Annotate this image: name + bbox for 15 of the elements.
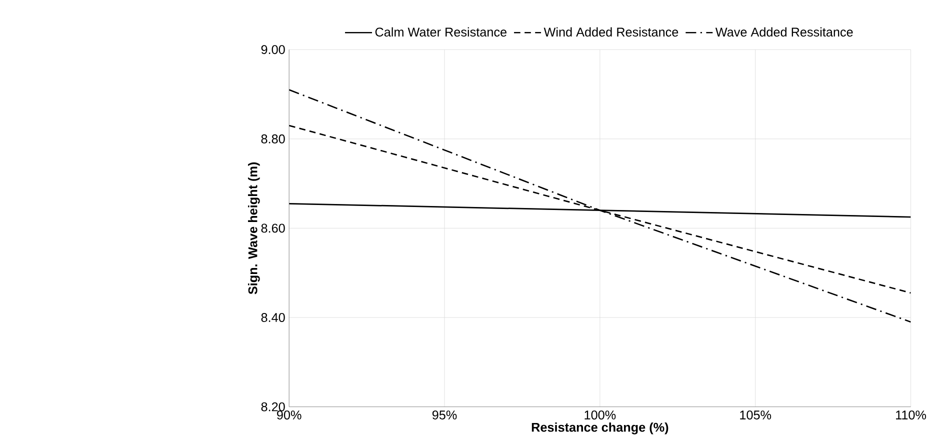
x-tick-label: 90% — [277, 410, 302, 420]
y-tick-label: 9.00 — [261, 45, 285, 54]
y-tick-label: 8.20 — [261, 402, 285, 412]
y-tick-label: 8.80 — [261, 134, 285, 144]
x-axis-title: Resistance change (%) — [532, 422, 668, 434]
x-tick-label: 95% — [432, 410, 457, 420]
legend-label: Wind Added Resistance — [544, 27, 678, 37]
legend-label: Wave Added Ressitance — [715, 27, 853, 37]
x-tick-label: 100% — [584, 410, 616, 420]
y-axis-title: Sign. Wave height (m) — [248, 162, 260, 294]
y-tick-label: 8.60 — [261, 224, 285, 233]
legend-label: Calm Water Resistance — [375, 27, 506, 37]
x-tick-label: 110% — [896, 410, 926, 420]
y-tick-label: 8.40 — [261, 313, 285, 322]
x-tick-label: 105% — [740, 410, 772, 420]
